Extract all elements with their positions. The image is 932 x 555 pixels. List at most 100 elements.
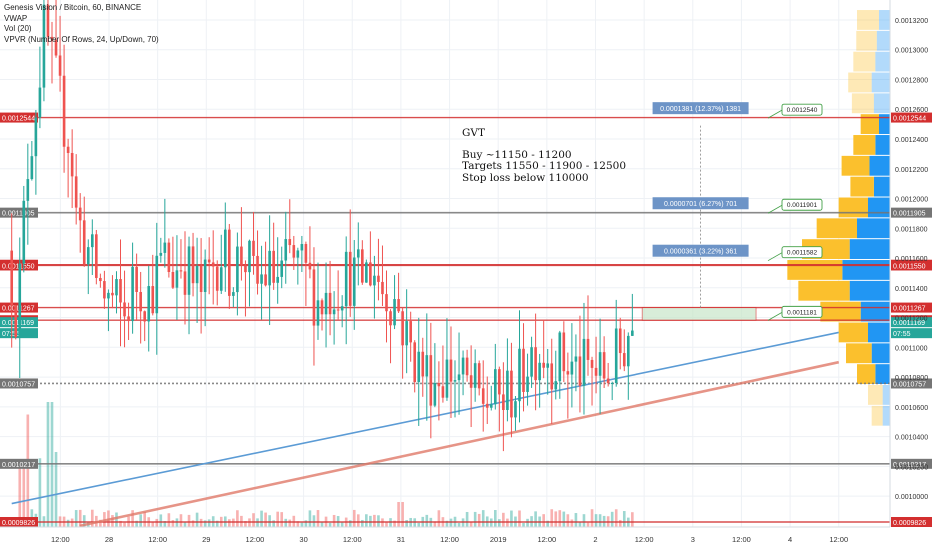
price-axis-tick-label: 0.0012200: [895, 167, 928, 174]
volume-bar: [159, 514, 163, 527]
price-axis-tick-label: 0.0011200: [895, 316, 928, 323]
price-level-label-left-text: 0.0009826: [2, 520, 35, 527]
support-trendline-red[interactable]: [79, 360, 840, 528]
volume-bar: [562, 511, 566, 527]
target-measure-label[interactable]: [652, 102, 749, 115]
volume-bar: [244, 521, 247, 527]
price-level-label-left-text: 0.0011550: [2, 263, 35, 270]
candle-body: [95, 234, 98, 278]
volume-bar: [131, 510, 134, 527]
time-axis-tick-label: 28: [105, 535, 113, 544]
vpvr-down-bar: [853, 135, 876, 155]
candle-body: [219, 267, 223, 291]
candle-body: [135, 266, 138, 292]
candle-body: [127, 316, 130, 322]
candles: [10, 0, 634, 452]
candle-body: [631, 330, 634, 336]
support-trendline-blue[interactable]: [11, 331, 839, 505]
candle-body: [570, 361, 574, 375]
time-axis[interactable]: 12:00 28 12:00 29 12:00 30 12:00 31 12:00 2019 12:…: [0, 526, 890, 544]
price-level-label-right: [891, 378, 932, 389]
price-level-label-left-text: 0.0012544: [2, 116, 35, 123]
candle-body: [223, 229, 227, 268]
candle-body: [296, 250, 300, 258]
vpvr-up-bar: [882, 385, 890, 405]
price-level-label-right: [891, 458, 932, 469]
vpvr-down-bar: [857, 10, 879, 30]
target-measure-label-text: 0.0000701 (6.27%) 701: [664, 201, 737, 208]
legend-indicator-volume[interactable]: Vol (20): [4, 24, 32, 33]
target-callout-box[interactable]: [781, 246, 823, 259]
volume-bar: [352, 509, 356, 527]
time-axis-tick-label: 12:00: [635, 535, 654, 544]
target-measure-label[interactable]: [652, 197, 749, 210]
candle-body: [82, 220, 86, 265]
volume-bar: [582, 514, 586, 527]
vpvr-down-bar: [846, 343, 872, 364]
legend-symbol[interactable]: Genesis Vision / Bitcoin, 60, BINANCE: [4, 3, 142, 12]
target-callout-box[interactable]: [781, 305, 823, 318]
candle-body: [429, 355, 433, 406]
volume-bar: [489, 518, 493, 527]
candle-body: [377, 275, 380, 282]
target-measures[interactable]: 0.0001381 (12.37%) 1381 0.0012540 0.000070…: [652, 102, 823, 321]
candle-body: [54, 39, 58, 56]
volume-bar: [578, 522, 582, 527]
candle-body: [320, 300, 324, 315]
target-measure-label[interactable]: [652, 244, 749, 257]
candle-body: [163, 242, 167, 253]
candle-body: [413, 342, 417, 383]
target-callout-pointer: [767, 109, 783, 119]
candle-body: [304, 244, 308, 263]
candle-body: [18, 263, 22, 338]
candle-body: [546, 363, 550, 368]
candle-body: [276, 276, 279, 283]
volume-bar: [199, 518, 203, 527]
vpvr-up-bar: [882, 405, 890, 426]
volume-bar: [510, 510, 513, 527]
vpvr-up-bar: [871, 343, 890, 364]
vpvr-down-bar: [856, 30, 877, 51]
volume-bar: [566, 514, 570, 527]
volume-bar: [179, 514, 183, 527]
candle-body: [42, 4, 46, 88]
candle-body: [397, 299, 400, 312]
candle-body: [336, 309, 340, 311]
price-axis-tick-label: 0.0012600: [895, 107, 928, 114]
legend-indicator-vwap[interactable]: VWAP: [4, 13, 28, 23]
price-axis-tick-label: 0.0010600: [895, 405, 928, 412]
volume-bar: [554, 511, 558, 527]
candle-body: [622, 353, 626, 367]
target-callout-box[interactable]: [781, 198, 823, 211]
vpvr-down-bar: [838, 197, 868, 218]
price-axis[interactable]: 0.0013200 0.0013000 0.0012800 0.0012600 0.00…: [889, 0, 928, 527]
candle-body: [389, 311, 392, 326]
volume-bar: [618, 519, 622, 527]
trade-annotation[interactable]: GVT Buy ~11150 - 11200 Targets 11550 - 1…: [462, 127, 626, 184]
candle-body: [103, 281, 106, 299]
price-level-label-left-text: 0.0010217: [2, 462, 35, 469]
volume-bar: [570, 519, 574, 527]
target-callout-box[interactable]: [781, 103, 823, 116]
vpvr-down-bar: [798, 280, 850, 301]
candle-body: [602, 352, 606, 379]
vpvr-up-bar: [879, 114, 890, 135]
price-axis-tick-label: 0.0010200: [895, 464, 928, 471]
volume-bar: [546, 520, 550, 527]
candle-body: [179, 270, 183, 272]
annotation-stop: Stop loss below 110000: [462, 171, 589, 184]
vpvr-up-bar: [860, 301, 890, 322]
trendlines[interactable]: [11, 331, 840, 528]
price-level-label-right: [891, 260, 932, 271]
candle-body: [74, 176, 78, 208]
candle-body: [348, 251, 352, 306]
annotation-buy: Buy ~11150 - 11200: [462, 148, 572, 161]
time-axis-tick-label: 29: [202, 535, 210, 544]
candle-body: [175, 270, 179, 288]
legend-indicator-vpvr[interactable]: VPVR (Number Of Rows, 24, Up/Down, 70): [4, 34, 159, 44]
candle-body: [457, 374, 461, 381]
candle-body: [131, 266, 134, 322]
candle-body: [453, 380, 457, 382]
